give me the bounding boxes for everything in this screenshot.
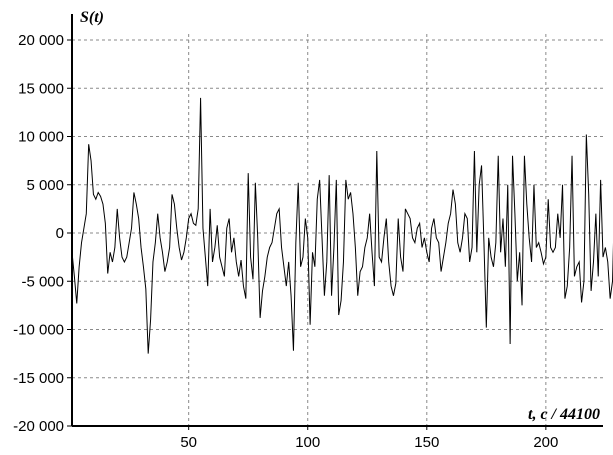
x-tick-label: 150 — [414, 434, 439, 451]
y-tick-label: -5 000 — [21, 273, 64, 290]
y-tick-label: -10 000 — [13, 322, 64, 339]
series-line — [71, 97, 613, 354]
x-axis-ticks: 50 100 150 200 — [180, 426, 558, 451]
x-tick-label: 50 — [180, 434, 197, 451]
x-tick-label: 200 — [533, 434, 558, 451]
x-axis-label: t, c / 44100 — [528, 406, 600, 423]
y-axis-label: S(t) — [80, 9, 104, 26]
y-tick-label: 0 — [56, 225, 64, 242]
y-tick-label: 20 000 — [18, 32, 64, 49]
y-tick-label: 10 000 — [18, 129, 64, 146]
y-tick-label: -20 000 — [13, 418, 64, 435]
x-tick-label: 100 — [295, 434, 320, 451]
y-tick-label: 15 000 — [18, 80, 64, 97]
y-axis-ticks: -20 000 -15 000 -10 000 -5 000 0 5 000 10 000 1… — [13, 32, 72, 435]
axes — [71, 14, 603, 427]
y-tick-label: -15 000 — [13, 370, 64, 387]
y-tick-label: 5 000 — [26, 177, 64, 194]
